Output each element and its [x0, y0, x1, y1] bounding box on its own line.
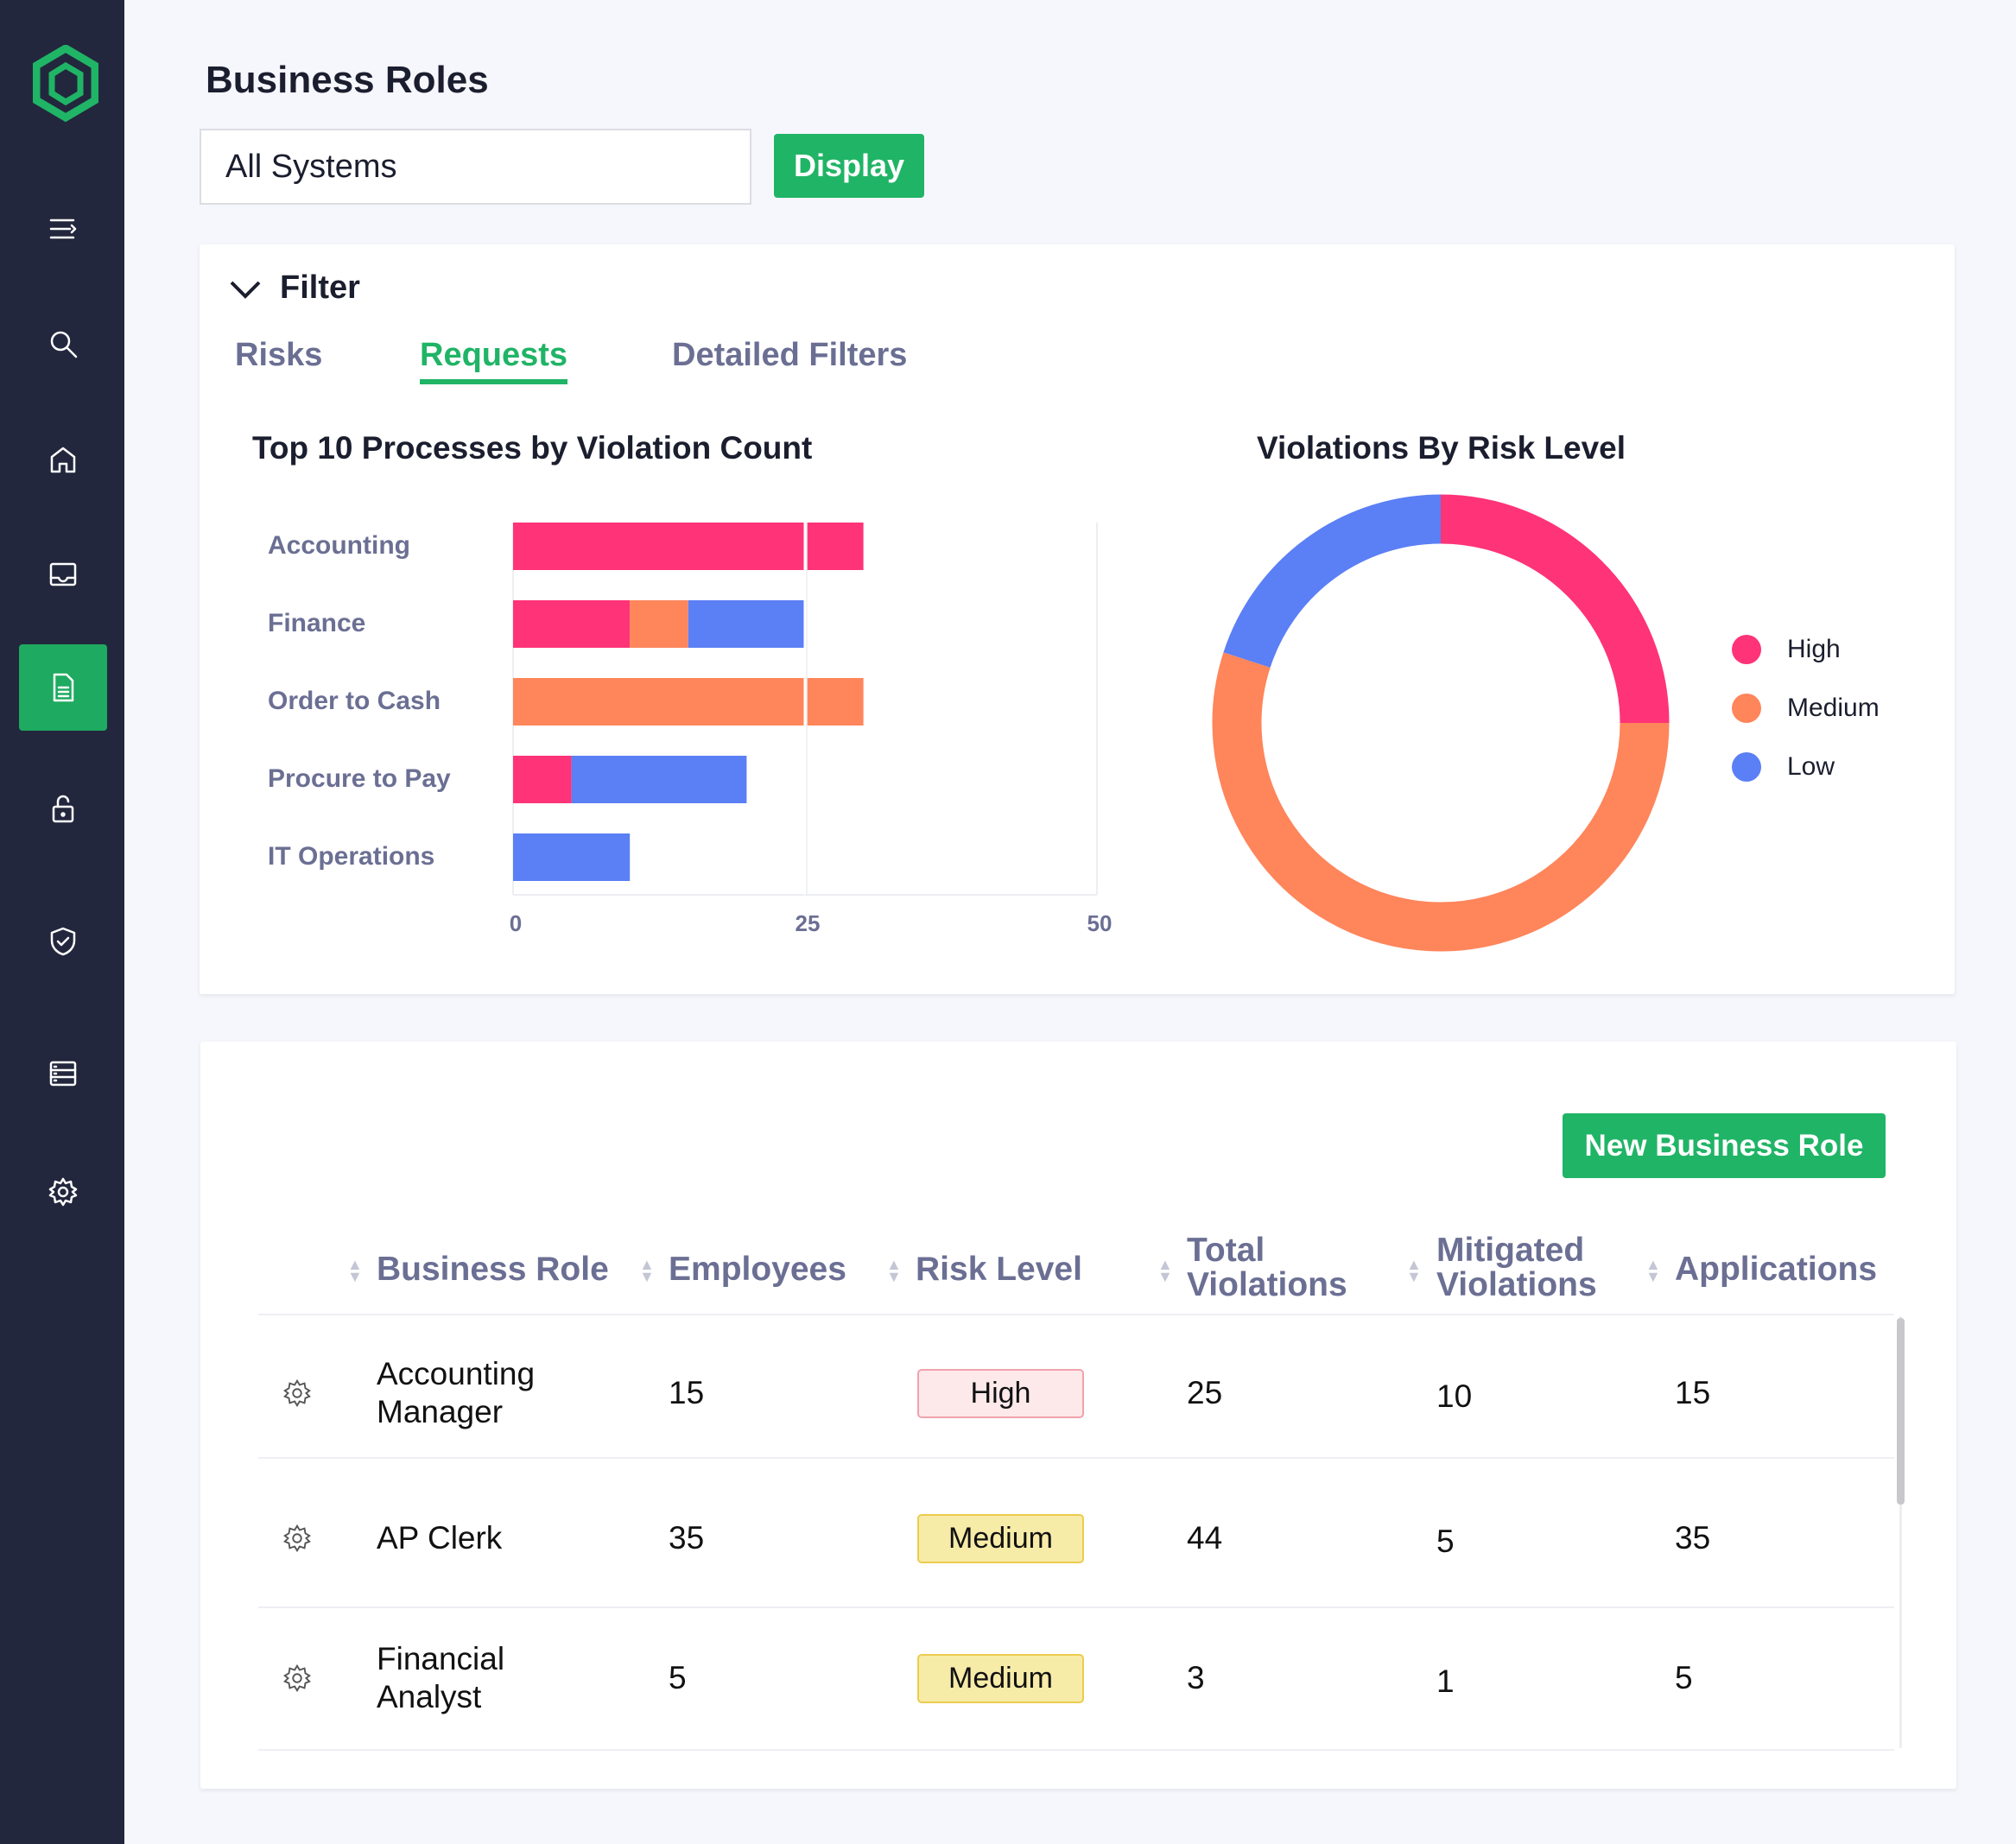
cell-mitigated: 1 — [1436, 1663, 1455, 1699]
row-divider — [258, 1457, 1894, 1459]
logo-icon[interactable] — [32, 43, 99, 127]
cell-applications: 15 — [1675, 1375, 1711, 1410]
x-tick-label: 25 — [795, 910, 821, 936]
legend-label: Low — [1787, 752, 1835, 781]
system-select[interactable]: All Systems — [200, 129, 751, 205]
sort-icon[interactable]: ▲ ▼ — [886, 1256, 902, 1285]
bar-chart — [512, 523, 1098, 896]
legend-item-high[interactable]: High — [1732, 620, 1880, 679]
row-divider — [258, 1606, 1894, 1608]
cell-total: 44 — [1187, 1520, 1223, 1556]
sort-icon[interactable]: ▲ ▼ — [639, 1256, 655, 1285]
cell-role: Financial Analyst — [377, 1641, 505, 1714]
bar-low[interactable] — [571, 756, 747, 803]
filter-label: Filter — [280, 269, 360, 306]
cell-applications: 35 — [1675, 1520, 1711, 1556]
cell-employees: 15 — [669, 1375, 705, 1410]
filter-panel — [200, 244, 1955, 994]
document-icon[interactable] — [19, 644, 107, 731]
unlock-icon[interactable] — [19, 765, 107, 852]
row-settings-gear-icon[interactable] — [281, 1662, 314, 1699]
donut-legend: High Medium Low — [1732, 620, 1880, 796]
cell-total: 25 — [1187, 1375, 1223, 1410]
row-divider — [258, 1749, 1894, 1751]
legend-label: High — [1787, 635, 1841, 663]
cell-applications: 5 — [1675, 1660, 1693, 1695]
inbox-icon[interactable] — [19, 531, 107, 618]
bar-high[interactable] — [513, 523, 864, 570]
new-business-role-button[interactable]: New Business Role — [1563, 1113, 1886, 1178]
search-icon[interactable] — [19, 301, 107, 387]
gear-icon[interactable] — [19, 1149, 107, 1235]
cell-employees: 35 — [669, 1520, 705, 1556]
sidebar — [0, 0, 124, 1844]
bar-category-label: IT Operations — [268, 842, 435, 871]
filter-toggle[interactable]: Filter — [228, 269, 360, 307]
bar-category-label: Accounting — [268, 531, 410, 560]
cell-role: Accounting Manager — [377, 1356, 536, 1429]
legend-item-medium[interactable]: Medium — [1732, 679, 1880, 738]
x-tick-label: 50 — [1087, 910, 1113, 936]
bar-medium[interactable] — [513, 678, 864, 726]
cell-role: AP Clerk — [377, 1520, 503, 1556]
risk-badge: High — [917, 1369, 1084, 1418]
header-divider — [258, 1314, 1894, 1315]
row-settings-gear-icon[interactable] — [281, 1377, 314, 1414]
cell-total: 3 — [1187, 1660, 1205, 1695]
shield-check-icon[interactable] — [19, 898, 107, 985]
tab-detailed-filters[interactable]: Detailed Filters — [672, 337, 908, 373]
bar-high[interactable] — [513, 756, 572, 803]
sort-icon[interactable]: ▲ ▼ — [1157, 1256, 1173, 1285]
sort-icon[interactable]: ▲ ▼ — [1645, 1256, 1661, 1285]
column-header[interactable]: Employees — [669, 1251, 846, 1288]
chevron-down-icon — [230, 281, 261, 299]
display-button[interactable]: Display — [774, 134, 924, 198]
page-title: Business Roles — [206, 59, 489, 101]
cell-mitigated: 5 — [1436, 1524, 1455, 1559]
column-header[interactable]: Risk Level — [916, 1251, 1082, 1288]
donut-chart — [1212, 494, 1670, 952]
scrollbar-track[interactable] — [1899, 1316, 1902, 1748]
cell-employees: 5 — [669, 1660, 687, 1695]
legend-label: Medium — [1787, 694, 1880, 722]
tab-risks[interactable]: Risks — [235, 337, 323, 373]
home-icon[interactable] — [19, 416, 107, 503]
bar-medium[interactable] — [630, 600, 688, 648]
bar-high[interactable] — [513, 600, 631, 648]
scrollbar-thumb[interactable] — [1897, 1318, 1905, 1505]
x-tick-label: 0 — [509, 910, 523, 936]
column-header[interactable]: Business Role — [377, 1251, 609, 1288]
donut-slice-high[interactable] — [1440, 494, 1670, 724]
cell-mitigated: 10 — [1436, 1378, 1473, 1414]
risk-badge: Medium — [917, 1514, 1084, 1563]
bar-category-label: Order to Cash — [268, 687, 441, 715]
bar-category-label: Finance — [268, 609, 366, 637]
column-header[interactable]: Total Violations — [1187, 1232, 1347, 1303]
risk-badge: Medium — [917, 1654, 1084, 1703]
legend-dot-icon — [1732, 752, 1761, 782]
donut-chart-title: Violations By Risk Level — [1257, 430, 1626, 466]
bar-category-label: Procure to Pay — [268, 764, 451, 793]
sort-icon[interactable]: ▲ ▼ — [1406, 1256, 1422, 1285]
donut-slice-low[interactable] — [1223, 494, 1442, 669]
donut-slice-medium[interactable] — [1212, 652, 1670, 952]
legend-item-low[interactable]: Low — [1732, 738, 1880, 796]
legend-dot-icon — [1732, 694, 1761, 723]
tab-requests[interactable]: Requests — [420, 337, 568, 384]
column-header[interactable]: Mitigated Violations — [1436, 1232, 1597, 1303]
server-icon[interactable] — [19, 1030, 107, 1117]
bar-low[interactable] — [513, 833, 631, 881]
sort-icon[interactable]: ▲ ▼ — [347, 1256, 363, 1285]
row-settings-gear-icon[interactable] — [281, 1522, 314, 1559]
bar-low[interactable] — [688, 600, 805, 648]
legend-dot-icon — [1732, 635, 1761, 664]
menu-icon[interactable] — [19, 186, 107, 272]
bar-chart-title: Top 10 Processes by Violation Count — [252, 430, 813, 466]
column-header[interactable]: Applications — [1675, 1251, 1878, 1288]
